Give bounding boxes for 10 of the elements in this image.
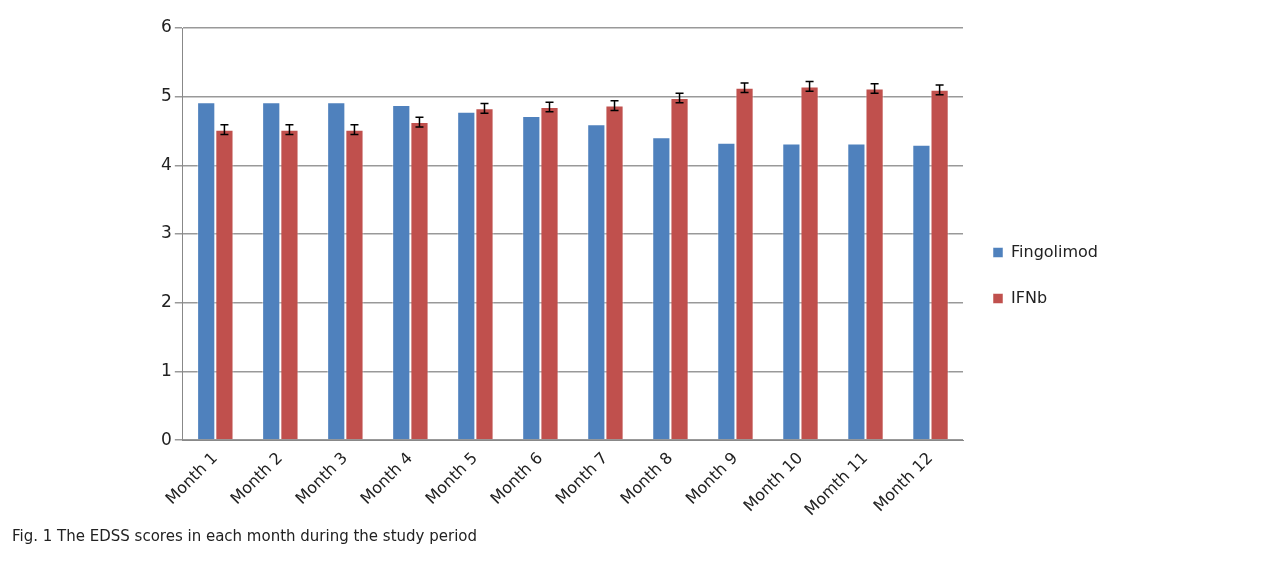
y-tick-label: 5: [160, 85, 172, 106]
y-tick-label: 2: [160, 291, 172, 312]
caption: Fig. 1 The EDSS scores in each month during the study period: [12, 527, 478, 545]
y-tick-label: 1: [160, 359, 172, 380]
y-tick-label: 6: [160, 16, 172, 37]
legend-label: IFNb: [1011, 287, 1048, 307]
y-tick-label: 0: [160, 428, 172, 449]
y-tick-label: 3: [160, 222, 172, 243]
y-tick-label: 4: [160, 153, 172, 174]
legend-label: Fingolimod: [1011, 241, 1099, 261]
